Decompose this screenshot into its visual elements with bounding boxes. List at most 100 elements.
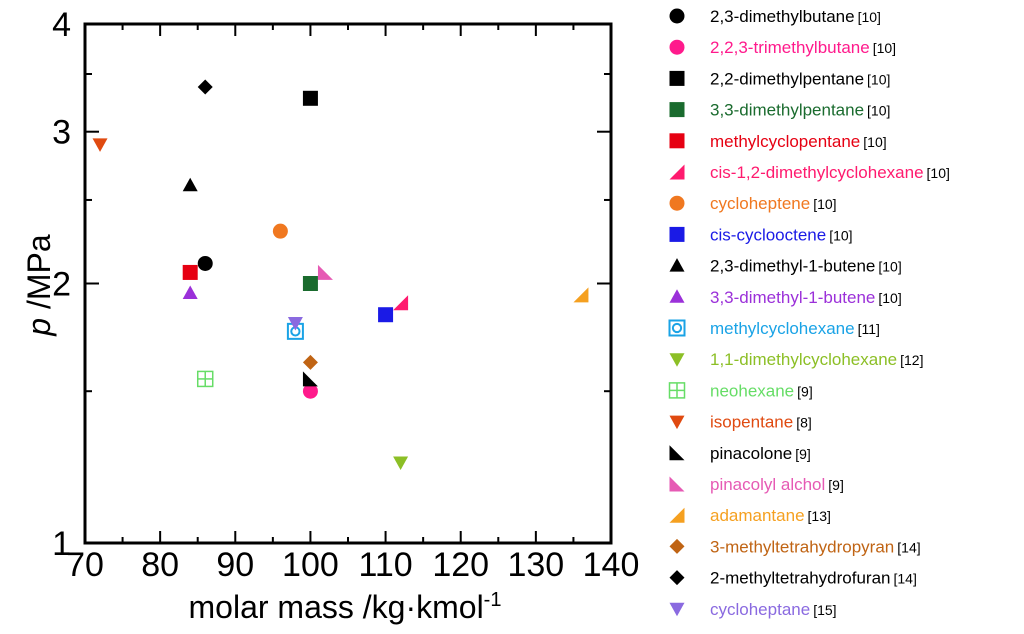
legend-marker [668,382,686,399]
legend-reference: [10] [878,290,901,306]
legend-marker [669,353,685,367]
legend-marker [669,507,685,523]
data-point [302,90,318,106]
x-tick-label: 110 [358,546,412,584]
legend-label: pinacolyl alchol [710,475,825,494]
y-tick-label: 2 [52,266,71,304]
legend-reference: [12] [900,352,923,368]
legend-item: pinacolone [9] [669,444,811,463]
legend-reference: [10] [863,134,886,150]
legend-label: methylcyclohexane [710,319,855,338]
legend-item: 3,3-dimethylpentane [10] [669,101,890,120]
x-axis-label: molar mass /kg·kmol-1 [189,589,502,625]
legend-item: 1,1-dimethylcyclohexane [12] [669,350,923,369]
legend-marker [669,476,685,492]
legend-item: 2-methyltetrahydrofuran [14] [669,569,917,588]
x-tick-label: 90 [216,546,254,584]
axis-ticks [84,23,612,544]
x-tick-label: 70 [66,546,104,584]
legend-label: adamantane [710,506,805,525]
legend-label: cycloheptane [710,600,810,619]
legend-marker [669,538,685,554]
legend-reference: [10] [867,71,890,87]
legend-item: methylcyclopentane [10] [669,132,887,151]
legend-reference: [10] [858,9,881,25]
legend-label: cis-1,2-dimethylcyclohexane [710,163,924,182]
data-point [272,223,288,239]
x-axis-label-superscript: -1 [484,589,502,611]
x-tick-label: 140 [583,546,640,584]
legend-marker [669,70,685,86]
legend-label: 3,3-dimethylpentane [710,101,864,120]
y-tick-label: 3 [52,114,71,152]
data-point [92,138,108,152]
legend-label: 2,3-dimethylbutane [710,7,855,26]
data-point [182,264,198,280]
legend-reference: [9] [795,446,811,462]
legend-item: 2,2,3-trimethylbutane [10] [669,38,896,57]
legend-label: 2-methyltetrahydrofuran [710,569,890,588]
legend-marker [669,258,685,272]
legend-item: cycloheptane [15] [669,600,837,619]
legend-marker [668,319,686,337]
x-tick-label: 130 [507,546,564,584]
legend-marker [669,226,685,242]
legend-marker [669,133,685,149]
legend-label: 2,3-dimethyl-1-butene [710,257,875,276]
legend-item: cycloheptene [10] [669,194,837,213]
legend-marker [669,195,685,211]
legend-label: pinacolone [710,444,792,463]
legend-reference: [15] [813,602,836,618]
y-tick-label: 4 [52,6,71,44]
legend-reference: [10] [927,165,950,181]
legend-marker [669,289,685,303]
data-point [317,264,333,280]
data-point [302,371,318,387]
legend-reference: [11] [858,321,880,337]
legend-marker [669,39,685,55]
data-points [92,79,589,470]
legend-item: methylcyclohexane [11] [668,319,880,338]
data-point [302,354,318,370]
legend-label: 1,1-dimethylcyclohexane [710,350,897,369]
legend-reference: [8] [796,415,812,431]
legend-item: 2,3-dimethyl-1-butene [10] [669,257,902,276]
data-point [302,383,318,399]
legend-item: 2,2-dimethylpentane [10] [669,69,890,88]
legend-label: methylcyclopentane [710,132,860,151]
legend-label: 3,3-dimethyl-1-butene [710,288,875,307]
data-point [378,307,394,323]
y-axis-label-italic: p [21,318,57,337]
legend-label: isopentane [710,413,793,432]
legend-marker [669,8,685,24]
legend-reference: [13] [808,508,831,524]
legend-label: cycloheptene [710,194,810,213]
x-tick-label: 120 [432,546,489,584]
legend-marker [669,570,685,586]
legend-marker [669,445,685,461]
y-axis-label: p /MPa [21,234,57,337]
legend-label: 2,2-dimethylpentane [710,69,864,88]
data-point [393,295,409,311]
data-point [196,370,214,388]
data-point [197,255,213,271]
axis-tick-labels: 70 80 90 100 110 120 130 140 1 2 3 4 [52,6,639,584]
data-point [182,177,198,192]
legend-reference: [14] [893,571,916,587]
plot-frame [83,22,613,545]
legend-marker [669,102,685,118]
data-point [197,79,213,95]
legend-item: neohexane [9] [668,381,813,400]
legend-reference: [10] [878,259,901,275]
legend-reference: [10] [829,227,852,243]
legend-item: adamantane [13] [669,506,831,525]
data-point [573,287,589,303]
legend: 2,3-dimethylbutane [10]2,2,3-trimethylbut… [668,7,950,619]
x-tick-label: 100 [282,546,339,584]
legend-reference: [14] [897,539,920,555]
data-point [287,316,303,331]
legend-reference: [10] [813,196,836,212]
legend-item: 3-methyltetrahydropyran [14] [669,537,921,556]
legend-marker [669,164,685,180]
